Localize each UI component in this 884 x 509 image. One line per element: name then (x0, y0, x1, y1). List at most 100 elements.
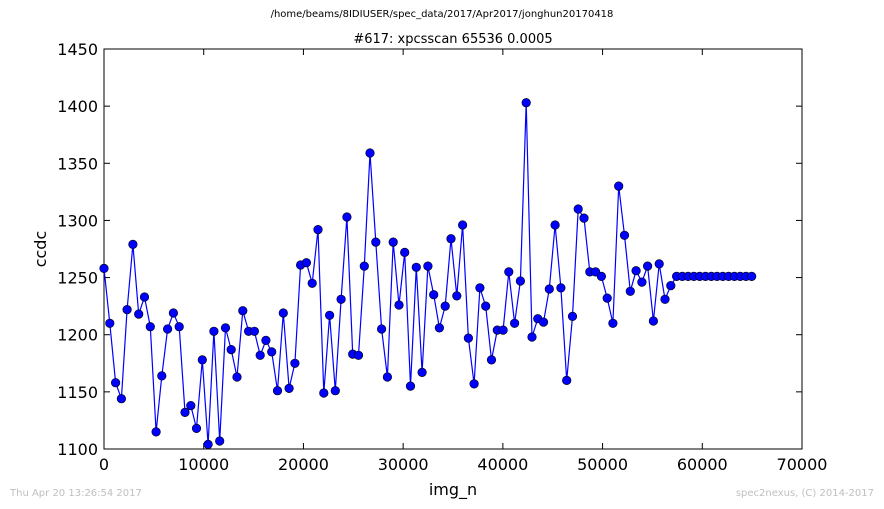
x-tick-label: 40000 (477, 455, 528, 474)
data-point (307, 278, 317, 288)
data-point (596, 271, 607, 282)
data-point (365, 148, 375, 158)
data-point (481, 301, 491, 311)
data-point (405, 381, 416, 391)
data-point (197, 355, 207, 365)
data-point (174, 322, 184, 332)
x-axis-label: img_n (429, 480, 477, 500)
y-tick-label: 1350 (57, 154, 98, 173)
data-point (220, 323, 231, 333)
data-point (116, 394, 126, 404)
data-point (475, 283, 485, 293)
data-point (648, 316, 659, 326)
data-point (209, 326, 219, 336)
data-point (429, 290, 439, 300)
data-point (602, 293, 612, 303)
data-point (625, 286, 635, 296)
data-point (573, 204, 583, 214)
y-axis-label: ccdc (31, 231, 50, 268)
data-point (353, 350, 364, 360)
data-point (417, 367, 427, 378)
y-tick-label: 1150 (57, 383, 98, 402)
data-point (619, 230, 630, 240)
data-point (463, 333, 474, 343)
data-point (371, 237, 381, 247)
data-point (382, 372, 393, 382)
x-tick-label: 60000 (677, 455, 728, 474)
data-point (139, 292, 150, 302)
data-point (284, 383, 294, 394)
data-point (168, 308, 178, 318)
data-point (486, 355, 497, 365)
data-point (388, 237, 398, 247)
data-point (614, 181, 624, 191)
data-point (319, 388, 329, 398)
data-point (203, 439, 213, 450)
x-tick-label: 50000 (577, 455, 628, 474)
data-point (411, 262, 421, 272)
data-point (469, 379, 479, 389)
data-point (325, 310, 335, 320)
data-point (278, 308, 288, 318)
data-point (122, 305, 132, 315)
data-point (267, 347, 277, 357)
data-point (452, 291, 462, 301)
data-point (631, 266, 641, 276)
data-point (330, 386, 340, 396)
data-point (509, 318, 520, 328)
data-point (290, 358, 300, 368)
data-point (359, 261, 369, 271)
data-point (186, 401, 196, 411)
x-tick-label: 30000 (378, 455, 429, 474)
data-point (550, 220, 560, 230)
data-point (400, 247, 410, 257)
data-point (226, 345, 236, 355)
data-point (637, 277, 647, 287)
timestamp-footer: Thu Apr 20 13:26:54 2017 (10, 488, 142, 499)
plot-frame (103, 48, 803, 450)
y-tick-label: 1250 (57, 269, 98, 288)
data-point (145, 322, 155, 332)
data-point (301, 258, 312, 268)
data-point (423, 261, 433, 271)
data-point (232, 372, 242, 382)
data-point (261, 335, 271, 346)
y-tick-label: 1400 (57, 97, 98, 116)
data-point (556, 283, 566, 293)
data-point (498, 325, 508, 335)
data-point (446, 234, 456, 244)
data-point (642, 261, 653, 271)
data-point (336, 294, 346, 304)
data-point (440, 301, 450, 311)
data-point (538, 317, 549, 327)
data-point (394, 300, 404, 310)
data-point (313, 225, 323, 235)
data-point (128, 239, 138, 249)
data-point (215, 436, 225, 446)
data-point (151, 427, 161, 437)
x-tick-label: 70000 (777, 455, 828, 474)
data-point (504, 267, 514, 277)
y-tick-label: 1200 (57, 326, 98, 345)
data-point (660, 294, 670, 304)
data-point (99, 263, 109, 274)
x-tick-label: 0 (99, 455, 109, 474)
data-point (249, 326, 259, 336)
data-point (521, 98, 531, 108)
data-point (434, 323, 445, 333)
x-tick-label: 10000 (178, 455, 229, 474)
y-tick-label: 1300 (57, 211, 98, 230)
y-tick-label: 1450 (57, 40, 98, 59)
data-point (255, 350, 265, 360)
data-point (562, 375, 572, 386)
data-point (180, 407, 190, 418)
data-point (527, 332, 537, 342)
data-point (654, 259, 664, 269)
data-point (272, 386, 283, 396)
data-point (110, 378, 121, 388)
series-line (103, 102, 752, 445)
data-point (515, 276, 526, 286)
data-point (747, 271, 757, 282)
data-point (377, 324, 387, 334)
